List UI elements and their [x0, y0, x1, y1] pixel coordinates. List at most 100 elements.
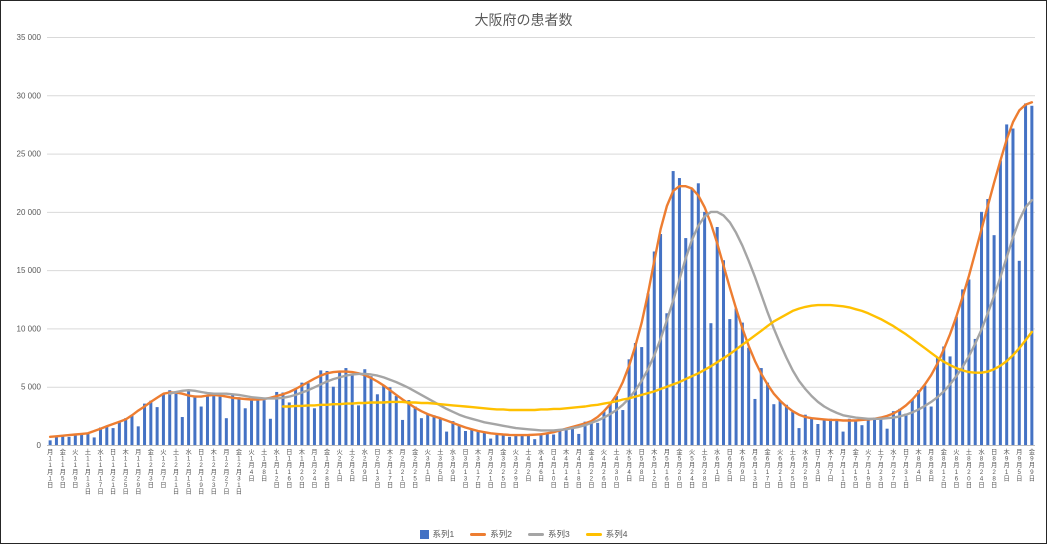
bar[interactable] [67, 436, 71, 445]
legend-item-系列3[interactable]: 系列3 [528, 528, 570, 540]
bar[interactable] [174, 393, 178, 445]
bar[interactable] [199, 406, 203, 445]
bar[interactable] [281, 392, 285, 445]
bar[interactable] [130, 415, 134, 445]
bar[interactable] [363, 369, 367, 445]
bar[interactable] [86, 433, 90, 445]
bar[interactable] [740, 322, 744, 445]
bar[interactable] [973, 338, 977, 445]
bar[interactable] [501, 433, 505, 445]
bar[interactable] [407, 400, 411, 445]
bar[interactable] [124, 418, 128, 445]
bar[interactable] [533, 439, 537, 445]
bar[interactable] [92, 437, 96, 445]
bar[interactable] [954, 316, 958, 445]
bar[interactable] [728, 319, 732, 445]
bar[interactable] [1030, 105, 1034, 445]
bar[interactable] [665, 313, 669, 445]
bar[interactable] [589, 420, 593, 445]
bar[interactable] [696, 183, 700, 445]
bar[interactable] [369, 376, 373, 445]
bar[interactable] [180, 417, 184, 445]
bar[interactable] [929, 406, 933, 445]
bar[interactable] [866, 419, 870, 445]
bar[interactable] [325, 370, 329, 445]
bar[interactable] [545, 432, 549, 445]
bar[interactable] [615, 396, 619, 445]
bar[interactable] [438, 418, 442, 445]
bar[interactable] [155, 407, 159, 445]
bar[interactable] [935, 356, 939, 445]
bar[interactable] [117, 421, 121, 445]
bar[interactable] [54, 435, 58, 445]
bar[interactable] [218, 396, 222, 445]
bar[interactable] [564, 428, 568, 445]
bar[interactable] [161, 393, 165, 445]
bar[interactable] [753, 398, 757, 445]
bar[interactable] [432, 415, 436, 445]
bar[interactable] [237, 397, 241, 445]
bar[interactable] [80, 433, 84, 445]
bar[interactable] [539, 433, 543, 445]
bar[interactable] [558, 430, 562, 445]
bar[interactable] [671, 171, 675, 446]
bar[interactable] [250, 399, 254, 445]
bar[interactable] [451, 421, 455, 445]
legend-item-系列4[interactable]: 系列4 [585, 528, 627, 540]
bar[interactable] [98, 427, 102, 445]
bar[interactable] [998, 160, 1002, 445]
bar[interactable] [344, 368, 348, 445]
bar[interactable] [747, 347, 751, 445]
bar[interactable] [784, 404, 788, 445]
bar[interactable] [224, 418, 228, 445]
bar[interactable] [489, 438, 493, 445]
bar[interactable] [772, 404, 776, 445]
bar[interactable] [457, 424, 461, 445]
bar[interactable] [570, 427, 574, 445]
bar[interactable] [375, 394, 379, 445]
bar[interactable] [256, 397, 260, 445]
bar[interactable] [709, 323, 713, 445]
bar[interactable] [986, 199, 990, 445]
bar[interactable] [690, 188, 694, 446]
bar[interactable] [885, 428, 889, 445]
bar[interactable] [105, 425, 109, 445]
bar[interactable] [948, 356, 952, 445]
bar[interactable] [338, 371, 342, 445]
bar[interactable] [526, 435, 530, 445]
bar[interactable] [791, 411, 795, 445]
bar[interactable] [262, 400, 266, 445]
bar[interactable] [1024, 103, 1028, 446]
bar[interactable] [942, 346, 946, 445]
bar[interactable] [577, 433, 581, 445]
bar[interactable] [841, 431, 845, 445]
bar[interactable] [231, 394, 235, 445]
bar[interactable] [388, 387, 392, 445]
bar[interactable] [149, 400, 153, 445]
bar[interactable] [187, 391, 191, 445]
bar[interactable] [476, 430, 480, 445]
bar[interactable] [715, 227, 719, 445]
legend-item-系列1[interactable]: 系列1 [419, 528, 454, 540]
bar[interactable] [136, 426, 140, 445]
legend-item-系列2[interactable]: 系列2 [470, 528, 512, 540]
bar[interactable] [463, 431, 467, 445]
bar[interactable] [205, 395, 209, 445]
bar[interactable] [243, 408, 247, 445]
bar[interactable] [445, 431, 449, 445]
bar[interactable] [287, 402, 291, 445]
bar[interactable] [822, 419, 826, 445]
bar[interactable] [168, 390, 172, 445]
series-line-系列3[interactable] [168, 199, 1034, 432]
bar[interactable] [828, 418, 832, 445]
bar[interactable] [520, 434, 524, 445]
bar[interactable] [61, 435, 65, 445]
bar[interactable] [873, 417, 877, 445]
bar[interactable] [621, 410, 625, 445]
bar[interactable] [482, 432, 486, 445]
bar[interactable] [143, 403, 147, 445]
bar[interactable] [357, 405, 361, 445]
bar[interactable] [766, 382, 770, 445]
bar[interactable] [847, 418, 851, 445]
